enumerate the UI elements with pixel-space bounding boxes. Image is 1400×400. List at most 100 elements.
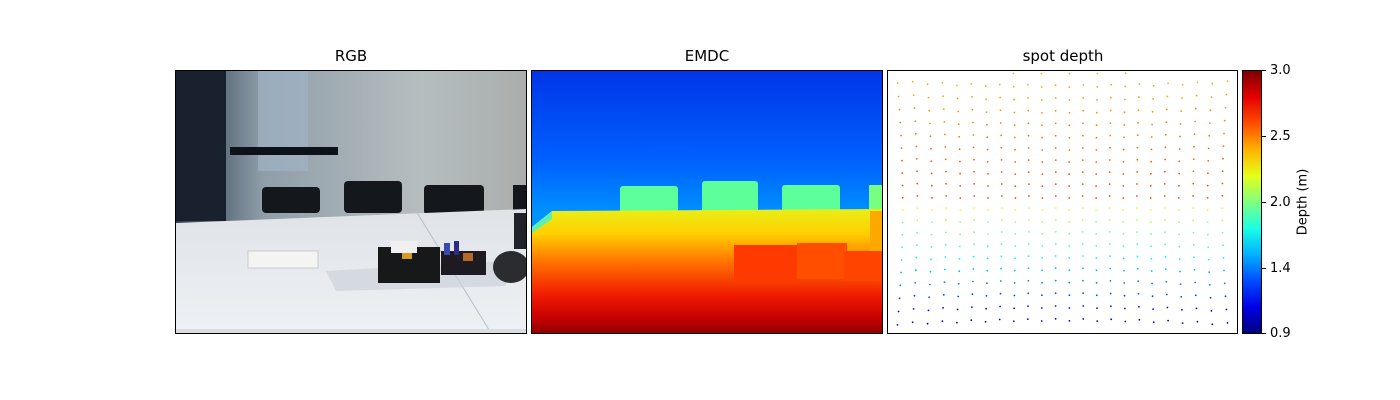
depth-spot <box>1208 271 1211 274</box>
depth-spot <box>930 184 933 187</box>
depth-spot <box>1054 171 1057 174</box>
depth-spot <box>1082 84 1085 86</box>
depth-spot <box>959 221 962 224</box>
depth-spot <box>1026 318 1029 320</box>
depth-spot <box>1136 171 1138 173</box>
depth-spot <box>958 257 961 260</box>
depth-spot <box>916 195 919 197</box>
depth-spot <box>1122 221 1125 223</box>
depth-spot <box>1207 233 1209 236</box>
depth-spot <box>1027 231 1030 233</box>
depth-spot <box>1109 122 1112 124</box>
depth-spot <box>1068 221 1071 223</box>
depth-spot <box>1054 97 1057 99</box>
depth-spot <box>1210 96 1213 98</box>
depth-spot <box>1123 124 1126 126</box>
depth-spot <box>1193 256 1195 259</box>
depth-spot <box>1068 209 1071 211</box>
depth-spot <box>944 268 946 271</box>
depth-spot <box>1192 195 1194 197</box>
depth-spot <box>929 122 931 125</box>
depth-spot <box>1040 99 1043 101</box>
colorbar-tick <box>1262 136 1266 137</box>
depth-spot <box>1096 72 1099 75</box>
depth-spot <box>1124 320 1127 323</box>
depth-spot <box>1194 281 1196 284</box>
depth-spot <box>1054 305 1057 307</box>
depth-spot <box>1136 243 1139 246</box>
depth-spot <box>1095 161 1098 163</box>
depth-spot <box>1178 221 1180 224</box>
depth-spot <box>1027 292 1030 295</box>
depth-spot <box>1122 257 1125 260</box>
depth-spot <box>1068 281 1071 284</box>
depth-spot <box>1165 293 1168 296</box>
depth-spot <box>911 321 914 324</box>
depth-spot <box>956 84 958 87</box>
depth-spot <box>1054 122 1057 125</box>
depth-spot <box>945 207 948 210</box>
depth-spot <box>1068 99 1071 101</box>
depth-spot <box>1041 136 1043 139</box>
depth-spot <box>1041 245 1044 247</box>
depth-spot <box>896 324 899 326</box>
depth-spot <box>1181 97 1183 99</box>
depth-spot <box>1108 243 1111 245</box>
depth-spot <box>1041 149 1044 151</box>
depth-spot <box>1000 159 1003 161</box>
depth-spot <box>1068 257 1071 259</box>
depth-spot <box>1027 134 1030 137</box>
depth-spot <box>1082 109 1084 112</box>
depth-spot <box>1014 233 1017 235</box>
depth-spot <box>1181 309 1183 311</box>
depth-spot <box>1181 322 1184 324</box>
depth-spot <box>1000 146 1003 149</box>
depth-spot <box>1150 245 1152 248</box>
depth-spot <box>1165 121 1168 124</box>
depth-spot <box>901 221 904 224</box>
depth-spot <box>1180 110 1183 112</box>
depth-spot <box>1000 183 1003 185</box>
depth-spot <box>941 82 944 84</box>
depth-spot <box>1068 307 1071 309</box>
depth-spot <box>1164 255 1167 258</box>
depth-spot <box>1054 109 1057 112</box>
depth-spot <box>1109 280 1112 282</box>
depth-spot <box>1211 323 1214 326</box>
depth-spot <box>1124 85 1127 88</box>
depth-spot <box>914 282 917 284</box>
depth-spot <box>1122 161 1125 163</box>
depth-spot <box>1124 307 1126 310</box>
depth-spot <box>1054 84 1057 86</box>
depth-spot <box>1109 292 1112 295</box>
depth-spot <box>957 282 960 285</box>
depth-spot <box>1014 257 1016 260</box>
depth-spot <box>1206 184 1209 187</box>
depth-spot <box>1013 124 1016 126</box>
depth-spot <box>930 246 933 248</box>
depth-spot <box>1166 95 1169 98</box>
depth-spot <box>897 95 900 98</box>
depth-spot <box>986 160 989 163</box>
depth-spot <box>1110 83 1113 86</box>
depth-spot <box>1082 292 1084 295</box>
depth-spot <box>1081 207 1084 209</box>
depth-spot <box>1223 282 1226 285</box>
depth-spot <box>1014 197 1017 199</box>
depth-spot <box>1123 111 1126 114</box>
depth-spot <box>1000 134 1002 137</box>
depth-spot <box>941 320 944 322</box>
depth-spot <box>1027 97 1029 99</box>
depth-spot <box>1138 96 1140 99</box>
depth-spot <box>1108 207 1111 209</box>
depth-spot <box>945 182 947 185</box>
depth-spot <box>942 307 944 309</box>
depth-spot <box>1152 84 1155 87</box>
depth-spot <box>1081 159 1084 161</box>
spot-depth-panel-title: spot depth <box>1022 47 1104 65</box>
depth-spot <box>1082 97 1085 99</box>
depth-spot <box>901 159 903 162</box>
depth-spot <box>1207 246 1210 249</box>
depth-spot <box>930 160 933 162</box>
depth-spot <box>1054 267 1057 270</box>
